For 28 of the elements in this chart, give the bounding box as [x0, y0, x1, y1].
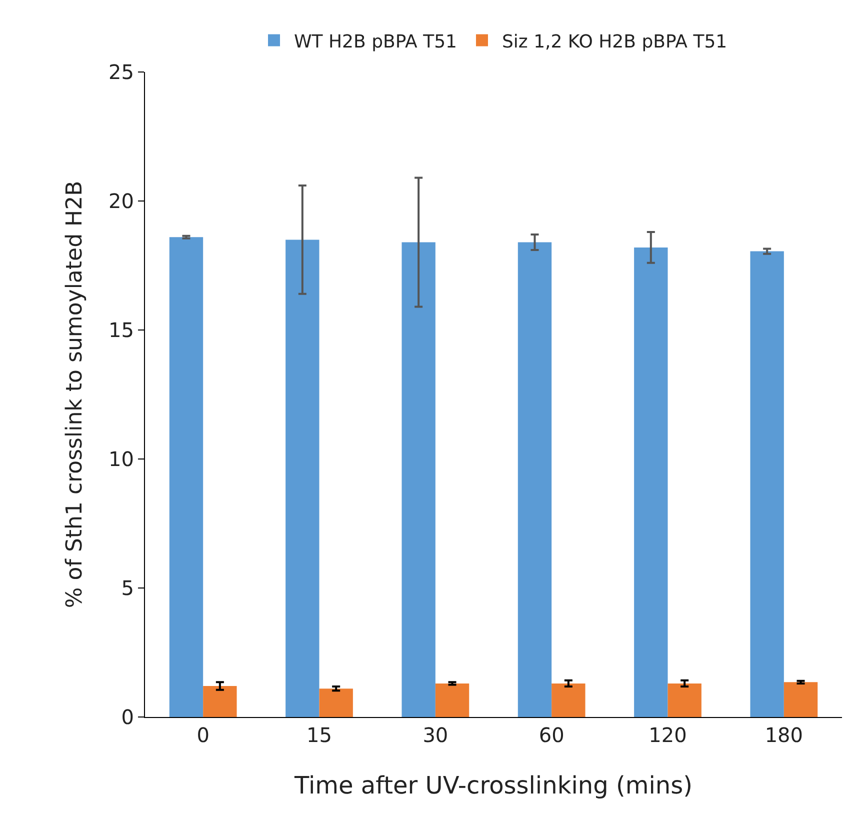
bar: [784, 682, 818, 717]
y-tick-label: 20: [108, 189, 134, 213]
y-axis-title: % of Sth1 crosslink to sumoylated H2B: [62, 180, 88, 608]
bar: [203, 686, 237, 717]
y-tick-label: 5: [121, 576, 134, 600]
x-tick-label: 120: [648, 723, 687, 747]
bar: [750, 251, 784, 717]
bar: [402, 242, 436, 717]
bar: [668, 683, 702, 717]
bar: [319, 688, 353, 717]
y-tick-label: 0: [121, 705, 134, 729]
x-tick-label: 180: [764, 723, 804, 747]
bar: [435, 683, 470, 717]
legend-label: Siz 1,2 KO H2B pBPA T51: [502, 31, 728, 52]
legend-label: WT H2B pBPA T51: [294, 31, 457, 52]
x-tick-label: 0: [196, 723, 210, 747]
bar: [518, 242, 552, 717]
bar: [286, 240, 320, 717]
x-tick-label: 30: [422, 723, 448, 747]
bar: [634, 247, 668, 717]
y-tick-label: 15: [108, 318, 134, 342]
x-tick-label: 60: [538, 723, 564, 747]
y-tick-label: 10: [108, 447, 134, 471]
y-tick-label: 25: [108, 60, 134, 84]
x-axis-title: Time after UV-crosslinking (mins): [294, 771, 692, 800]
bar: [169, 237, 204, 717]
bar: [552, 683, 586, 717]
x-tick-label: 15: [306, 723, 332, 747]
